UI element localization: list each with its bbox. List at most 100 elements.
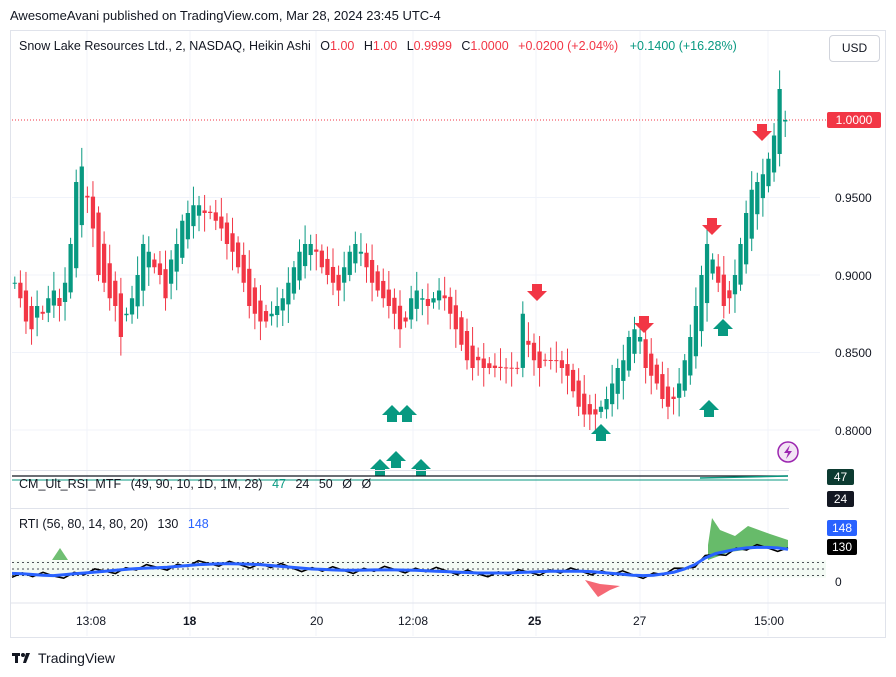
rsi-legend: CM_Ult_RSI_MTF (49, 90, 10, 1D, 1M, 28) … (19, 477, 371, 491)
candle-body (732, 275, 738, 295)
candle-body (716, 266, 721, 283)
candle-body (476, 356, 481, 361)
candle-body (436, 290, 442, 301)
time-label: 20 (310, 614, 324, 628)
candle-body (308, 244, 313, 256)
candle-body (224, 222, 230, 244)
candle-body (766, 158, 771, 187)
candle-body (124, 313, 129, 316)
symbol-description[interactable]: Snow Lake Resources Ltd., 2, NASDAQ, Hei… (19, 39, 311, 53)
candle-body (760, 174, 765, 199)
candle-body (610, 383, 615, 405)
time-label: 13:08 (76, 614, 107, 628)
candle-body (420, 298, 425, 300)
candle-body (286, 282, 291, 305)
rti-name[interactable]: RTI (19, 517, 39, 531)
candle-body (252, 287, 257, 314)
candle-body (604, 399, 609, 410)
candle-body (682, 360, 687, 391)
candle-body (68, 244, 73, 293)
candle-body (783, 120, 788, 122)
candle-body (219, 216, 224, 229)
rti-value-2: 148 (187, 517, 209, 531)
candle-body (213, 212, 218, 221)
candle-body (565, 364, 570, 376)
candle-body (74, 182, 79, 269)
rti-params: (56, 80, 14, 80, 20) (42, 517, 149, 531)
candle-body (397, 305, 403, 330)
candle-body (191, 205, 196, 227)
rsi-tag-bottom: 24 (827, 491, 854, 507)
sell-arrow-icon (752, 124, 772, 141)
time-label: 25 (528, 614, 542, 628)
candle-body (582, 393, 587, 415)
candle-body (442, 295, 447, 299)
sell-arrow-icon (702, 218, 722, 235)
candle-body (90, 196, 96, 229)
candle-body (51, 290, 56, 306)
rsi-value-4: Ø (342, 477, 352, 491)
candle-body (314, 249, 319, 252)
open-label: O (320, 39, 331, 53)
sell-arrow-icon (634, 316, 654, 333)
buy-arrow-icon (411, 459, 431, 476)
candle-body (671, 396, 676, 399)
candle-body (704, 244, 710, 304)
price-tick: 0.8000 (835, 424, 872, 438)
candle-body (275, 306, 280, 316)
candle-body (235, 242, 241, 268)
pane-separator[interactable] (11, 508, 789, 509)
candle-body (347, 251, 352, 275)
pane-separator[interactable] (11, 470, 789, 471)
candle-body (693, 306, 699, 357)
last-price-tag: 1.0000 (827, 112, 881, 128)
candle-body (699, 275, 704, 332)
price-tick: 0.9500 (835, 191, 872, 205)
change-value-2: +0.1400 (+16.28%) (629, 39, 737, 53)
chart-frame (10, 30, 886, 638)
candle-body (247, 268, 252, 306)
candle-body (85, 195, 90, 198)
candle-body (548, 360, 553, 362)
candle-body (425, 298, 431, 306)
candle-body (755, 182, 760, 215)
currency-button[interactable]: USD (829, 35, 880, 62)
candle-body (101, 243, 107, 283)
tradingview-branding[interactable]: TradingView (12, 650, 115, 666)
candle-body (727, 290, 732, 299)
candle-body (637, 337, 643, 342)
rti-legend: RTI (56, 80, 14, 80, 20) 130 148 (19, 517, 209, 531)
candle-body (543, 359, 548, 361)
candle-body (654, 364, 659, 384)
rsi-value-1: 47 (272, 477, 286, 491)
candle-body (744, 213, 749, 265)
candle-body (302, 244, 308, 267)
candle-body (208, 211, 213, 213)
candle-body (364, 252, 369, 268)
candle-body (643, 339, 648, 368)
buy-arrow-icon (386, 451, 406, 468)
time-label: 15:00 (754, 614, 785, 628)
author-name[interactable]: AwesomeAvani (10, 8, 100, 23)
candle-body (152, 259, 157, 268)
candle-body (23, 290, 29, 322)
candle-body (369, 259, 375, 283)
candle-body (777, 89, 782, 154)
rti-axis-zero: 0 (835, 575, 842, 589)
branding-text: TradingView (38, 650, 116, 666)
candle-body (135, 275, 140, 307)
candle-body (660, 374, 665, 399)
lightning-icon (784, 445, 792, 459)
rsi-name[interactable]: CM_Ult_RSI_MTF (19, 477, 122, 491)
buy-arrow-icon (382, 405, 402, 422)
candle-body (353, 244, 358, 264)
candle-body (157, 263, 163, 275)
high-label: H (363, 39, 373, 53)
candle-body (29, 306, 34, 330)
buy-arrow-icon (699, 400, 719, 417)
sell-arrow-icon (527, 284, 547, 301)
candle-body (677, 383, 682, 398)
publish-info: published on TradingView.com, Mar 28, 20… (102, 8, 441, 23)
candle-body (280, 298, 285, 311)
